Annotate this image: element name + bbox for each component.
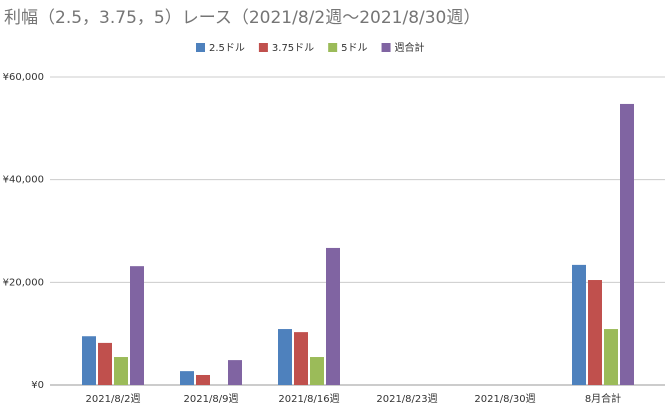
y-tick-label: ¥40,000 (3, 175, 44, 186)
bar (130, 266, 144, 385)
bar (180, 371, 194, 385)
bar (326, 247, 340, 385)
bar (82, 336, 96, 385)
x-tick-label: 2021/8/30週 (474, 393, 535, 405)
bar (114, 357, 128, 385)
bar (98, 342, 112, 385)
y-tick-label: ¥60,000 (3, 72, 44, 83)
bar (572, 264, 586, 385)
bar (278, 329, 292, 385)
y-tick-label: ¥20,000 (3, 277, 44, 288)
legend-label: 3.75ドル (272, 43, 314, 54)
bar (588, 280, 602, 385)
legend-label: 週合計 (395, 41, 425, 54)
bar (620, 103, 634, 385)
x-tick-label: 2021/8/23週 (376, 393, 437, 405)
legend-label: 5ドル (341, 43, 367, 54)
x-tick-label: 2021/8/9週 (184, 393, 239, 405)
x-tick-label: 2021/8/2週 (86, 393, 141, 405)
legend-swatch (196, 43, 205, 52)
legend-swatch (258, 43, 268, 52)
bar (310, 357, 324, 385)
y-tick-label: ¥0 (31, 380, 44, 391)
bar (604, 329, 618, 385)
bar (228, 360, 242, 385)
x-tick-label: 2021/8/16週 (278, 393, 339, 405)
legend-swatch (328, 43, 338, 52)
x-tick-label: 8月合計 (585, 392, 621, 405)
bar (196, 374, 210, 385)
chart-title: 利幅（2.5，3.75，5）レース（2021/8/2週～2021/8/30週） (4, 8, 480, 28)
legend-swatch (381, 43, 391, 52)
bar (294, 332, 308, 385)
legend-label: 2.5ドル (209, 43, 245, 54)
